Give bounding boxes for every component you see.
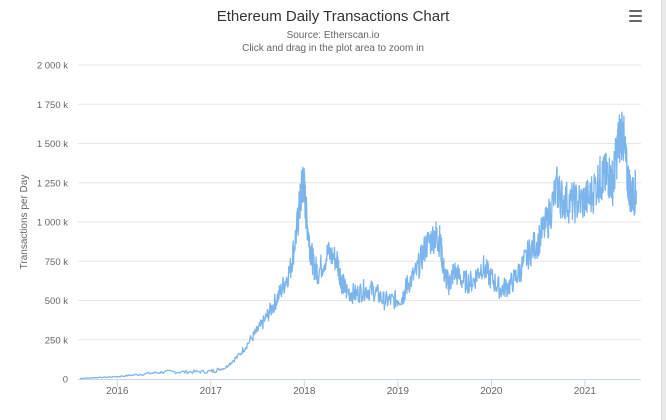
chart-zoom-hint: Click and drag in the plot area to zoom … [242, 43, 424, 54]
y-tick-label: 250 k [45, 335, 68, 346]
y-tick-label: 1 500 k [37, 139, 68, 150]
chart-subtitle: Source: Etherscan.io [286, 30, 380, 41]
x-tick-label: 2019 [387, 386, 410, 397]
x-tick-label: 2016 [106, 386, 129, 397]
scrollbar-edge [661, 0, 666, 420]
hamburger-menu-icon[interactable] [629, 10, 642, 22]
chart-title: Ethereum Daily Transactions Chart [216, 8, 450, 25]
series-line [79, 111, 637, 380]
y-tick-label: 500 k [45, 296, 68, 307]
y-axis-label: Transactions per Day [19, 175, 30, 270]
y-tick-label: 0 [63, 375, 68, 386]
x-tick-label: 2020 [480, 386, 503, 397]
x-tick-label: 2021 [574, 386, 597, 397]
y-tick-label: 750 k [45, 257, 68, 268]
y-tick-label: 1 250 k [37, 178, 68, 189]
y-tick-label: 1 000 k [37, 218, 68, 229]
y-tick-label: 1 750 k [37, 100, 68, 111]
x-tick-label: 2018 [293, 386, 316, 397]
y-tick-label: 2 000 k [37, 61, 68, 72]
x-tick-label: 2017 [200, 386, 223, 397]
